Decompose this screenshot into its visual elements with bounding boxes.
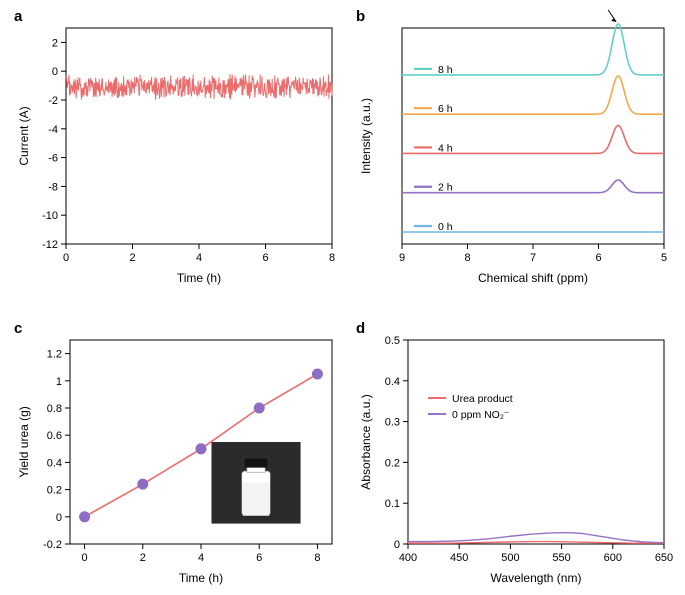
svg-text:0.8: 0.8 bbox=[47, 403, 62, 415]
panel-d: d 400 450 500 550 600 650 0 0.1 0.2 0.3 0.4 0.5 Wave… bbox=[356, 320, 676, 588]
svg-text:2: 2 bbox=[52, 37, 58, 49]
svg-text:6 h: 6 h bbox=[438, 103, 453, 115]
svg-text:6: 6 bbox=[262, 252, 268, 264]
svg-text:5: 5 bbox=[661, 252, 667, 264]
svg-text:2: 2 bbox=[129, 252, 135, 264]
svg-text:-2: -2 bbox=[48, 95, 58, 107]
svg-text:Absorbance (a.u.): Absorbance (a.u.) bbox=[359, 394, 373, 489]
figure: a 0 2 4 6 8 -12 -10 -8 -6 -4 -2 0 2 Time (h) Current (… bbox=[0, 0, 685, 595]
svg-text:8: 8 bbox=[329, 252, 335, 264]
svg-text:0.2: 0.2 bbox=[47, 485, 62, 497]
svg-text:-0.2: -0.2 bbox=[43, 539, 62, 551]
svg-text:0 h: 0 h bbox=[438, 221, 453, 233]
svg-text:8: 8 bbox=[314, 552, 320, 564]
svg-text:550: 550 bbox=[552, 552, 570, 564]
svg-text:7: 7 bbox=[530, 252, 536, 264]
panel-c-label: c bbox=[14, 320, 22, 337]
svg-text:0: 0 bbox=[394, 539, 400, 551]
svg-text:0: 0 bbox=[52, 66, 58, 78]
panel-c: c 0 2 4 6 8 -0.2 0 0.2 0.4 0.6 0.8 1 1.2 Time (h) Yiel… bbox=[14, 320, 344, 588]
svg-text:Urea: Urea bbox=[582, 8, 607, 9]
svg-text:2 h: 2 h bbox=[438, 182, 453, 194]
svg-text:6: 6 bbox=[256, 552, 262, 564]
svg-text:0: 0 bbox=[81, 552, 87, 564]
svg-text:Chemical shift (ppm): Chemical shift (ppm) bbox=[478, 271, 588, 285]
svg-text:Urea product: Urea product bbox=[452, 393, 513, 405]
svg-text:0.4: 0.4 bbox=[47, 457, 62, 469]
svg-text:1.2: 1.2 bbox=[47, 349, 62, 361]
svg-text:500: 500 bbox=[501, 552, 519, 564]
svg-text:0.6: 0.6 bbox=[47, 430, 62, 442]
svg-text:4: 4 bbox=[196, 252, 202, 264]
svg-text:6: 6 bbox=[595, 252, 601, 264]
svg-text:Wavelength (nm): Wavelength (nm) bbox=[491, 571, 582, 585]
svg-text:0.2: 0.2 bbox=[385, 457, 400, 469]
svg-text:-6: -6 bbox=[48, 153, 58, 165]
svg-text:450: 450 bbox=[450, 552, 468, 564]
svg-text:0.5: 0.5 bbox=[385, 335, 400, 347]
svg-text:0 ppm NO₂⁻: 0 ppm NO₂⁻ bbox=[452, 409, 510, 421]
svg-text:4: 4 bbox=[198, 552, 204, 564]
svg-text:-10: -10 bbox=[42, 210, 58, 222]
svg-text:8: 8 bbox=[464, 252, 470, 264]
panel-a-svg: 0 2 4 6 8 -12 -10 -8 -6 -4 -2 0 2 Time (h) Current (A) bbox=[14, 8, 344, 288]
panel-b: b 9 8 7 6 5 Chemical shift (ppm) Intensity (a.… bbox=[356, 8, 676, 288]
svg-text:9: 9 bbox=[399, 252, 405, 264]
panel-b-label: b bbox=[356, 8, 365, 25]
svg-text:1: 1 bbox=[56, 376, 62, 388]
svg-text:400: 400 bbox=[399, 552, 417, 564]
svg-text:0.1: 0.1 bbox=[385, 498, 400, 510]
panel-d-label: d bbox=[356, 320, 365, 337]
svg-text:600: 600 bbox=[604, 552, 622, 564]
panel-c-svg: 0 2 4 6 8 -0.2 0 0.2 0.4 0.6 0.8 1 1.2 Time (h) Yield … bbox=[14, 320, 344, 588]
svg-text:-4: -4 bbox=[48, 124, 58, 136]
svg-text:650: 650 bbox=[655, 552, 673, 564]
panel-d-svg: 400 450 500 550 600 650 0 0.1 0.2 0.3 0.4 0.5 Wavele… bbox=[356, 320, 676, 588]
svg-text:Current (A): Current (A) bbox=[17, 106, 31, 165]
svg-text:4 h: 4 h bbox=[438, 142, 453, 154]
svg-text:8 h: 8 h bbox=[438, 64, 453, 76]
panel-a: a 0 2 4 6 8 -12 -10 -8 -6 -4 -2 0 2 Time (h) Current (… bbox=[14, 8, 344, 288]
svg-text:Intensity (a.u.): Intensity (a.u.) bbox=[359, 98, 373, 174]
svg-text:Time (h): Time (h) bbox=[177, 271, 221, 285]
svg-text:-12: -12 bbox=[42, 239, 58, 251]
svg-text:0: 0 bbox=[56, 512, 62, 524]
svg-text:2: 2 bbox=[140, 552, 146, 564]
svg-text:0.4: 0.4 bbox=[385, 376, 400, 388]
svg-text:Time (h): Time (h) bbox=[179, 571, 223, 585]
panel-b-svg: 9 8 7 6 5 Chemical shift (ppm) Intensity (a.u.… bbox=[356, 8, 676, 288]
panel-a-label: a bbox=[14, 8, 22, 25]
svg-text:Yield urea (g): Yield urea (g) bbox=[17, 406, 31, 478]
svg-text:0: 0 bbox=[63, 252, 69, 264]
svg-text:0.3: 0.3 bbox=[385, 417, 400, 429]
svg-text:-8: -8 bbox=[48, 181, 58, 193]
